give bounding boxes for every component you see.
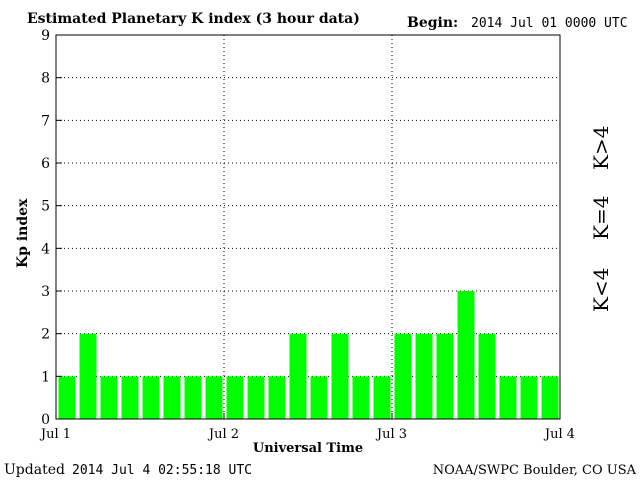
kp-bar bbox=[415, 333, 433, 419]
begin-value: 2014 Jul 01 0000 UTC bbox=[471, 16, 628, 31]
legend-low: K<4 bbox=[589, 268, 613, 312]
y-tick-label: 4 bbox=[41, 241, 50, 257]
kp-bar bbox=[205, 376, 223, 419]
kp-bar bbox=[226, 376, 244, 419]
x-ticks: Jul 1 Jul 2 Jul 3 Jul 4 bbox=[39, 413, 575, 442]
kp-bar bbox=[520, 376, 538, 419]
y-tick-label: 8 bbox=[41, 71, 50, 87]
y-tick-label: 6 bbox=[41, 156, 50, 172]
kp-bar bbox=[457, 291, 475, 419]
kp-bar bbox=[184, 376, 202, 419]
kp-bar bbox=[163, 376, 181, 419]
legend-equal: K=4 bbox=[589, 196, 613, 240]
x-tick-label: Jul 1 bbox=[39, 427, 71, 442]
kp-bar bbox=[58, 376, 76, 419]
kp-bar bbox=[79, 333, 97, 419]
kp-bar bbox=[541, 376, 559, 419]
y-tick-label: 2 bbox=[41, 327, 50, 343]
kp-bar bbox=[478, 333, 496, 419]
x-axis-label: Universal Time bbox=[253, 441, 363, 456]
updated-value: 2014 Jul 4 02:55:18 UTC bbox=[72, 463, 252, 478]
updated-label: Updated bbox=[4, 462, 65, 478]
y-tick-label: 3 bbox=[41, 284, 50, 300]
kp-bar bbox=[121, 376, 139, 419]
kp-bar bbox=[268, 376, 286, 419]
kp-bar bbox=[331, 333, 349, 419]
y-tick-label: 7 bbox=[41, 113, 50, 129]
legend-high: K>4 bbox=[589, 126, 613, 170]
kp-bar bbox=[394, 333, 412, 419]
plot-frame bbox=[55, 34, 561, 420]
y-axis-label: Kp index bbox=[15, 198, 31, 268]
kp-bar bbox=[247, 376, 265, 419]
kp-bar bbox=[100, 376, 118, 419]
kp-bar bbox=[499, 376, 517, 419]
y-tick-label: 1 bbox=[41, 369, 50, 385]
kp-bar bbox=[310, 376, 328, 419]
x-tick-label: Jul 2 bbox=[207, 427, 239, 442]
begin-label: Begin: bbox=[407, 15, 458, 31]
y-tick-label: 0 bbox=[41, 412, 50, 428]
x-tick-label: Jul 3 bbox=[375, 427, 407, 442]
kp-bar bbox=[373, 376, 391, 419]
kp-bar bbox=[289, 333, 307, 419]
y-tick-label: 9 bbox=[41, 28, 50, 44]
y-tick-label: 5 bbox=[41, 199, 50, 215]
chart-title: Estimated Planetary K index (3 hour data… bbox=[27, 11, 360, 27]
bars-group bbox=[58, 291, 559, 419]
grid-lines bbox=[56, 35, 560, 419]
x-tick-label: Jul 4 bbox=[543, 427, 575, 442]
kp-bar bbox=[352, 376, 370, 419]
kp-bar bbox=[142, 376, 160, 419]
source-label: NOAA/SWPC Boulder, CO USA bbox=[433, 463, 637, 478]
kp-bar bbox=[436, 333, 454, 419]
y-ticks: 0 1 2 3 4 5 6 7 8 9 bbox=[41, 28, 62, 428]
